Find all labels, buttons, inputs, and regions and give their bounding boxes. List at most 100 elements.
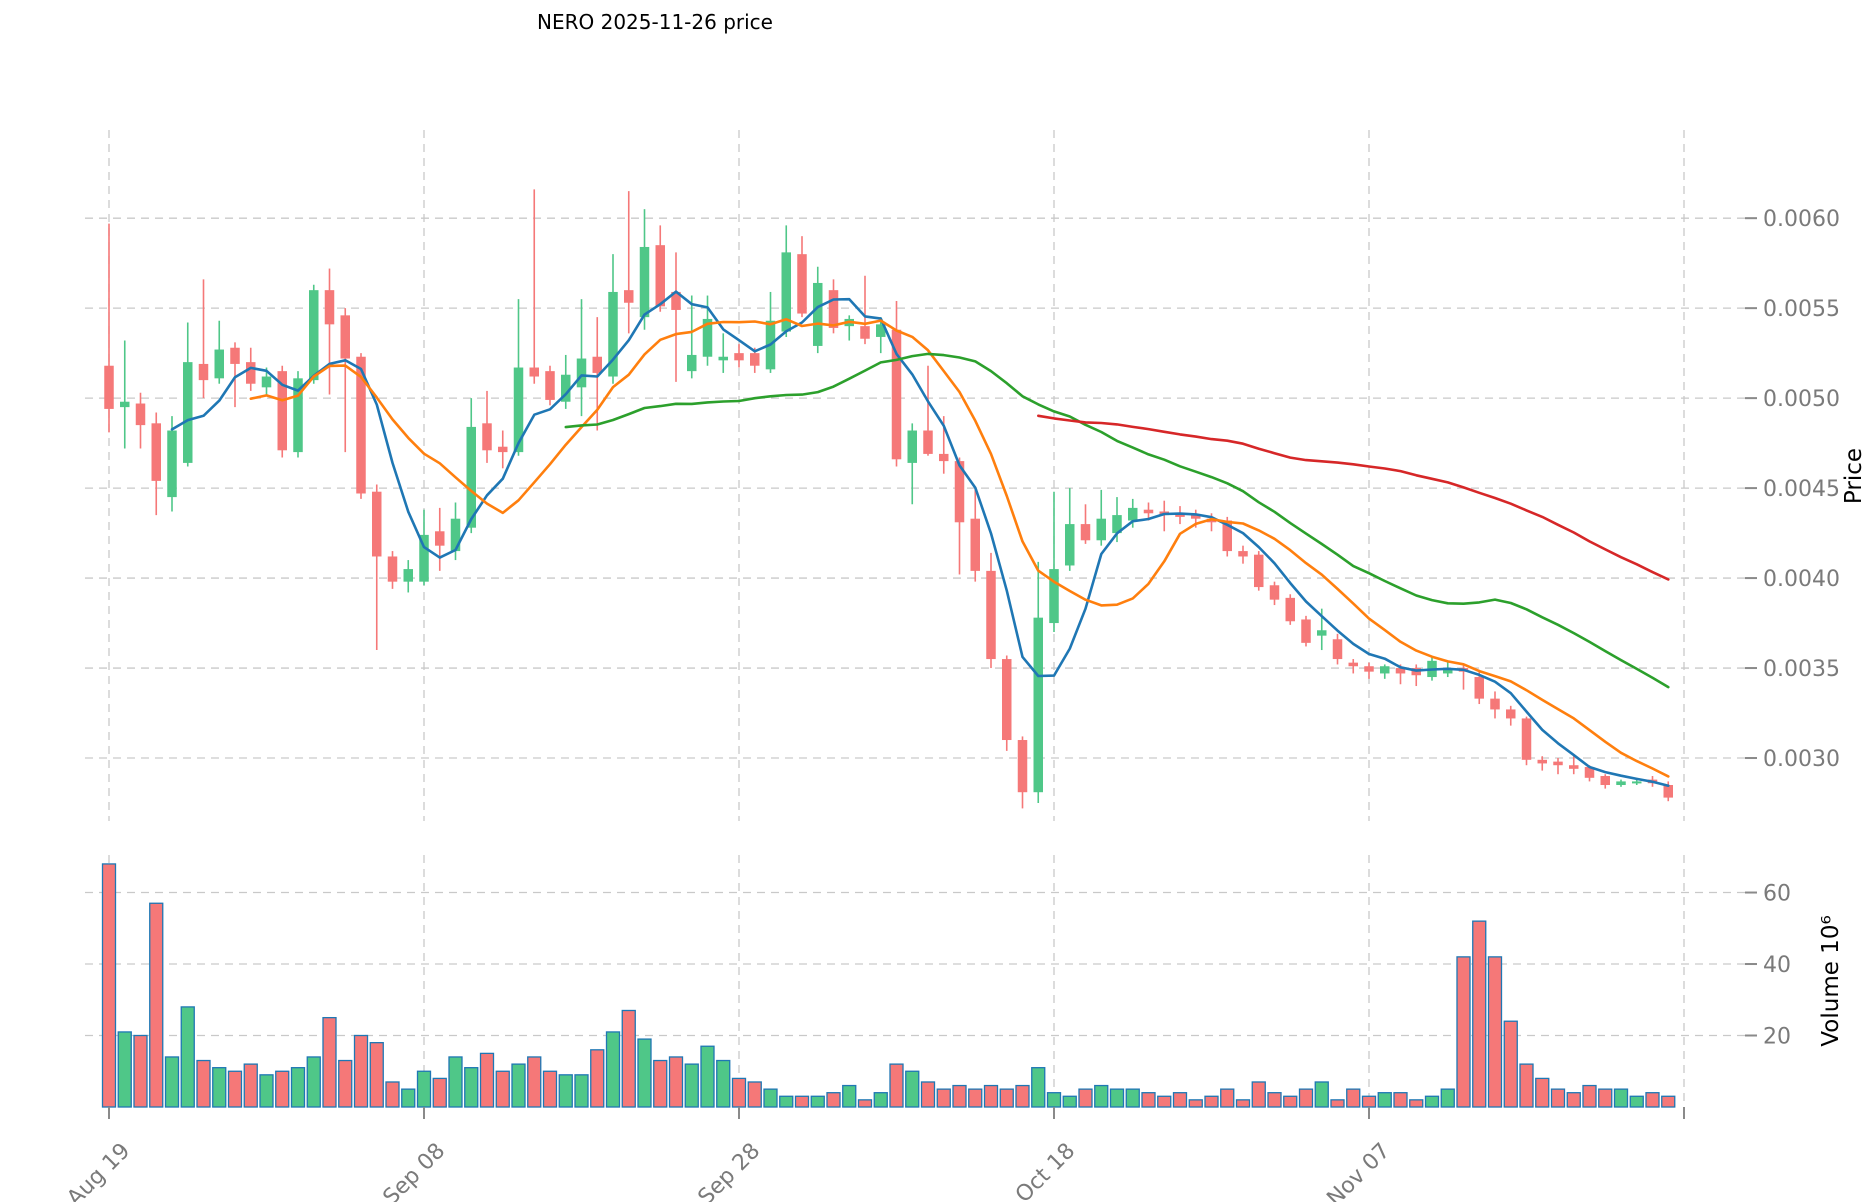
volume-bar	[747, 1081, 762, 1108]
price-tick-label: 0.0030	[1763, 747, 1840, 772]
volume-bar	[1235, 1099, 1251, 1108]
volume-bar	[1613, 1088, 1629, 1108]
candle-body	[513, 367, 524, 453]
volume-bar	[605, 1031, 621, 1108]
candle-body	[151, 423, 161, 481]
ma-line-mav60	[1037, 414, 1670, 581]
candle-body	[1112, 515, 1122, 534]
volume-bar	[511, 1063, 526, 1108]
volume-bar	[1094, 1084, 1109, 1108]
x-tick-label: Oct 18	[1011, 1139, 1080, 1202]
candle-body	[104, 365, 114, 409]
volume-bar	[952, 1084, 967, 1108]
candle-body	[687, 354, 697, 372]
volume-bar	[385, 1081, 400, 1108]
volume-bar	[590, 1049, 605, 1108]
candle-body	[356, 356, 366, 494]
volume-bar	[243, 1063, 258, 1108]
volume-bar	[637, 1038, 652, 1108]
volume-bar	[133, 1034, 148, 1108]
candle-body	[1002, 659, 1012, 741]
volume-bar	[212, 1067, 227, 1108]
candle-body	[813, 282, 823, 346]
volume-bar	[716, 1059, 731, 1108]
volume-bar	[999, 1088, 1014, 1108]
candle-body	[1553, 761, 1563, 766]
volume-bar	[432, 1077, 447, 1108]
price-tick-label: 0.0055	[1763, 297, 1840, 322]
candle-body	[1584, 767, 1595, 778]
volume-bar	[779, 1095, 794, 1108]
candle-body	[167, 430, 177, 498]
price-axis-label: Price	[1841, 448, 1867, 504]
volume-bar	[1393, 1092, 1408, 1108]
volume-bar	[1598, 1088, 1613, 1108]
volume-bar	[527, 1056, 542, 1108]
x-tick-label: Sep 08	[379, 1139, 451, 1202]
candle-body	[970, 518, 980, 571]
candle-body	[939, 453, 949, 462]
volume-bar	[1519, 1063, 1534, 1108]
volume-bar	[763, 1088, 778, 1108]
candle-body	[1506, 709, 1516, 719]
candle-body	[198, 363, 209, 381]
candle-body	[1474, 677, 1484, 699]
candle-body	[120, 401, 130, 408]
volume-bar	[1361, 1095, 1377, 1108]
candle-body	[419, 534, 429, 582]
candle-body	[750, 353, 760, 366]
volume-bar	[968, 1088, 983, 1108]
volume-bar	[905, 1070, 920, 1108]
volume-bar	[1346, 1088, 1361, 1108]
candle-body	[1632, 781, 1642, 784]
volume-bar	[1550, 1088, 1566, 1108]
candle-body	[624, 290, 634, 303]
volume-bar	[1440, 1088, 1455, 1108]
candle-body	[466, 426, 476, 528]
volume-bar	[1251, 1081, 1266, 1108]
volume-bar	[448, 1056, 463, 1108]
candle-body	[828, 290, 839, 328]
candle-body	[1175, 513, 1185, 517]
candle-body	[1317, 630, 1327, 636]
volume-bar	[983, 1084, 999, 1108]
candle-body	[639, 246, 650, 318]
volume-bar	[149, 902, 164, 1108]
candle-body	[576, 358, 587, 388]
volume-bar	[1062, 1095, 1077, 1108]
volume-bar	[1503, 1020, 1518, 1108]
volume-bar	[826, 1092, 841, 1108]
price-tick-label: 0.0040	[1763, 567, 1840, 592]
volume-bar	[1141, 1092, 1156, 1108]
candle-body	[1663, 785, 1673, 798]
volume-bar	[621, 1009, 636, 1108]
candle-body	[403, 569, 413, 582]
volume-axis-label: Volume 10⁶	[1818, 915, 1844, 1046]
volume-bar	[1456, 956, 1471, 1108]
volume-bar	[1015, 1084, 1030, 1108]
candle-body	[781, 252, 791, 332]
candle-body	[183, 362, 193, 463]
volume-bar	[1125, 1088, 1140, 1108]
candle-body	[1191, 515, 1201, 519]
candle-body	[1301, 619, 1311, 643]
volume-bar	[290, 1067, 306, 1108]
volume-bar	[842, 1084, 857, 1108]
volume-bar	[227, 1070, 243, 1108]
price-tick-label: 0.0035	[1763, 657, 1840, 682]
volume-bar	[1629, 1095, 1644, 1108]
candle-body	[135, 403, 146, 426]
candle-body	[876, 324, 886, 337]
volume-tick-label: 20	[1763, 1025, 1791, 1050]
ma-line-mav30	[564, 352, 1670, 689]
volume-bar	[574, 1074, 589, 1108]
volume-bar	[180, 1006, 195, 1108]
volume-bar	[338, 1059, 353, 1108]
candle-body	[277, 371, 287, 451]
candle-body	[1017, 740, 1028, 793]
volume-bar	[1487, 956, 1503, 1108]
candle-body	[860, 326, 870, 339]
candle-body	[1080, 524, 1091, 541]
candle-body	[529, 367, 539, 377]
